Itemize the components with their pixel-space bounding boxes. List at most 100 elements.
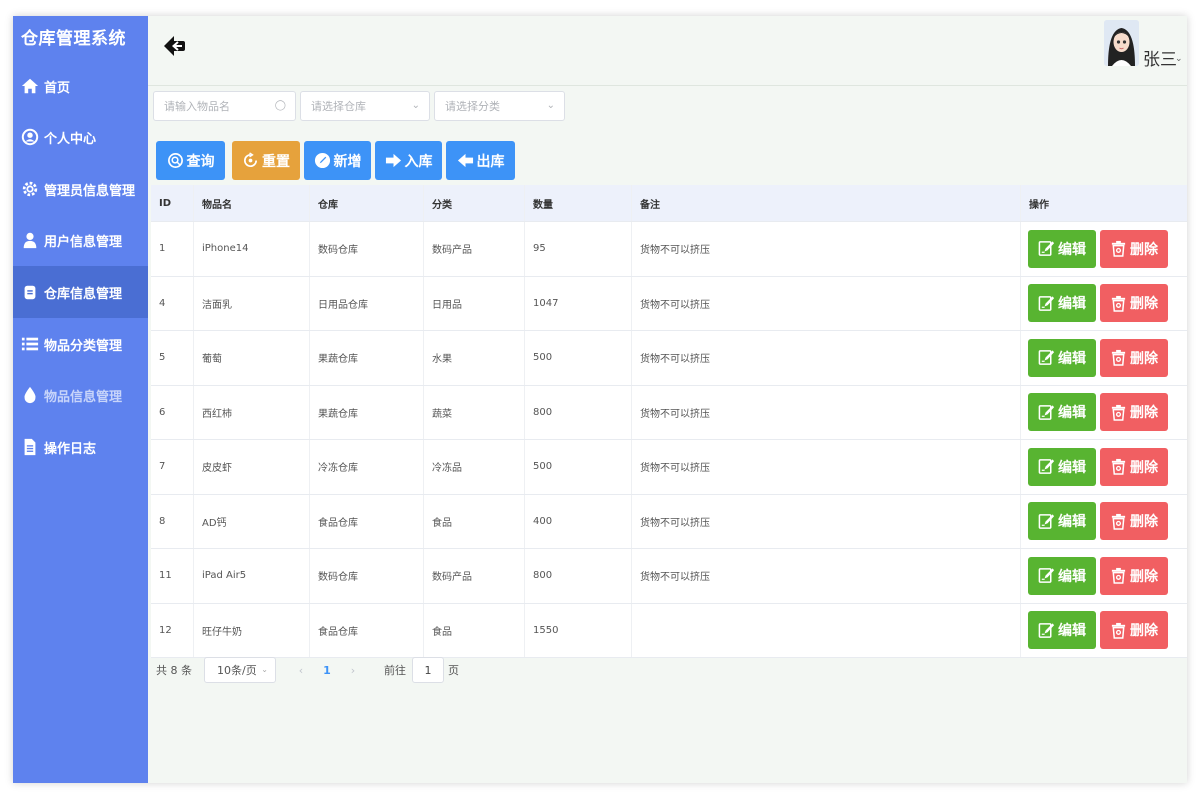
sidebar-item-admin[interactable]: 管理员信息管理 [13, 163, 148, 215]
cell-name: AD钙 [194, 494, 310, 548]
next-page-button[interactable]: › [350, 663, 356, 677]
add-button[interactable]: 新增 [304, 141, 371, 180]
prev-page-button[interactable]: ‹ [298, 663, 304, 677]
stock-out-label: 出库 [476, 153, 505, 170]
item-name-search-input[interactable]: 请输入物品名 ◯ [153, 91, 296, 121]
cell-quantity: 1550 [525, 603, 632, 657]
stock-out-button[interactable]: 出库 [446, 141, 515, 180]
delete-button[interactable]: 删除 [1100, 284, 1168, 323]
edit-button[interactable]: 编辑 [1028, 229, 1096, 268]
trash-icon [1110, 295, 1130, 312]
cell-note: 货物不可以挤压 [632, 331, 1021, 385]
cell-quantity: 1047 [525, 276, 632, 330]
cell-warehouse: 数码仓库 [310, 222, 424, 276]
edit-button[interactable]: 编辑 [1028, 284, 1096, 323]
delete-label: 删除 [1130, 514, 1158, 531]
cell-category: 水果 [424, 331, 525, 385]
goto-label: 前往 [384, 664, 406, 677]
delete-button[interactable]: 删除 [1100, 556, 1168, 595]
edit-button[interactable]: 编辑 [1028, 556, 1096, 595]
cell-actions: 编辑 删除 [1021, 222, 1187, 276]
trash-icon [1110, 458, 1130, 476]
cell-id: 11 [151, 549, 194, 603]
cell-warehouse: 果蔬仓库 [310, 385, 424, 439]
drop-icon [20, 385, 40, 405]
stock-in-label: 入库 [404, 153, 433, 170]
add-icon [314, 152, 330, 169]
trash-icon [1110, 404, 1130, 421]
arrow-right-icon [385, 153, 401, 168]
delete-button[interactable]: 删除 [1100, 393, 1168, 432]
goto-page-input[interactable]: 1 [412, 657, 444, 683]
delete-label: 删除 [1130, 241, 1158, 258]
table-row: 7 皮皮虾 冷冻仓库 冷冻品 500 货物不可以挤压 编辑 删除 [151, 440, 1187, 495]
edit-icon [1038, 458, 1058, 475]
edit-button[interactable]: 编辑 [1028, 447, 1096, 486]
cell-category: 数码产品 [424, 222, 525, 276]
sidebar-item-profile[interactable]: 个人中心 [13, 111, 148, 163]
cell-warehouse: 冷冻仓库 [310, 440, 424, 494]
chevron-down-icon[interactable]: ⌄ [1175, 54, 1183, 64]
page-number[interactable]: 1 [323, 663, 331, 677]
top-bar: 张三 ⌄ [148, 16, 1187, 86]
main-content: 张三 ⌄ 请输入物品名 ◯ 请选择仓库 ⌄ 请选择分类 ⌄ 查询 重置 新增 [148, 16, 1187, 783]
sidebar-item-category[interactable]: 物品分类管理 [13, 318, 148, 370]
table-row: 12 旺仔牛奶 食品仓库 食品 1550 编辑 删除 [151, 603, 1187, 658]
cell-quantity: 500 [525, 440, 632, 494]
edit-button[interactable]: 编辑 [1028, 611, 1096, 650]
sidebar-item-goods[interactable]: 物品信息管理 [13, 369, 148, 421]
edit-icon [1038, 295, 1058, 312]
column-header: ID [151, 185, 194, 221]
edit-icon [1038, 622, 1058, 639]
edit-button[interactable]: 编辑 [1028, 393, 1096, 432]
table-row: 11 iPad Air5 数码仓库 数码产品 800 货物不可以挤压 编辑 删除 [151, 549, 1187, 604]
cell-name: 西红柿 [194, 385, 310, 439]
delete-label: 删除 [1130, 296, 1158, 313]
cell-warehouse: 食品仓库 [310, 494, 424, 548]
cell-warehouse: 数码仓库 [310, 549, 424, 603]
cell-category: 蔬菜 [424, 385, 525, 439]
sidebar-item-label: 物品信息管理 [44, 389, 123, 405]
cell-quantity: 500 [525, 331, 632, 385]
delete-button[interactable]: 删除 [1100, 502, 1168, 541]
cell-id: 8 [151, 494, 194, 548]
cell-note: 货物不可以挤压 [632, 494, 1021, 548]
back-arrow-icon[interactable] [163, 34, 187, 58]
sidebar-item-warehouse[interactable]: 仓库信息管理 [13, 266, 148, 318]
edit-icon [1038, 513, 1058, 530]
cell-name: 旺仔牛奶 [194, 603, 310, 657]
trash-icon [1110, 567, 1130, 585]
sidebar-item-log[interactable]: 操作日志 [13, 421, 148, 473]
warehouse-select[interactable]: 请选择仓库 ⌄ [300, 91, 430, 121]
page-size-select[interactable]: 10条/页 ⌄ [204, 657, 276, 683]
delete-button[interactable]: 删除 [1100, 229, 1168, 268]
edit-button[interactable]: 编辑 [1028, 502, 1096, 541]
total-count: 共 8 条 [156, 664, 192, 677]
cell-actions: 编辑 删除 [1021, 386, 1187, 440]
sidebar-item-home[interactable]: 首页 [13, 60, 148, 112]
cell-quantity: 400 [525, 494, 632, 548]
cell-category: 日用品 [424, 276, 525, 330]
cell-category: 冷冻品 [424, 440, 525, 494]
reset-button[interactable]: 重置 [232, 141, 300, 180]
avatar[interactable] [1104, 20, 1139, 66]
user-circle-icon [20, 127, 40, 147]
cell-id: 1 [151, 222, 194, 276]
cell-category: 数码产品 [424, 549, 525, 603]
list-icon [20, 334, 40, 354]
username[interactable]: 张三 [1143, 50, 1177, 70]
cell-name: iPhone14 [194, 222, 310, 276]
sidebar-item-label: 操作日志 [44, 441, 97, 457]
stock-in-button[interactable]: 入库 [375, 141, 442, 180]
sidebar-item-users[interactable]: 用户信息管理 [13, 214, 148, 266]
category-select[interactable]: 请选择分类 ⌄ [434, 91, 565, 121]
sidebar-item-label: 物品分类管理 [44, 338, 123, 354]
query-button[interactable]: 查询 [156, 141, 225, 180]
delete-button[interactable]: 删除 [1100, 611, 1168, 650]
delete-button[interactable]: 删除 [1100, 338, 1168, 377]
goto-suffix: 页 [448, 664, 459, 677]
edit-button[interactable]: 编辑 [1028, 338, 1096, 377]
chevron-down-icon: ⌄ [546, 100, 555, 111]
delete-button[interactable]: 删除 [1100, 447, 1168, 486]
delete-label: 删除 [1130, 350, 1158, 367]
